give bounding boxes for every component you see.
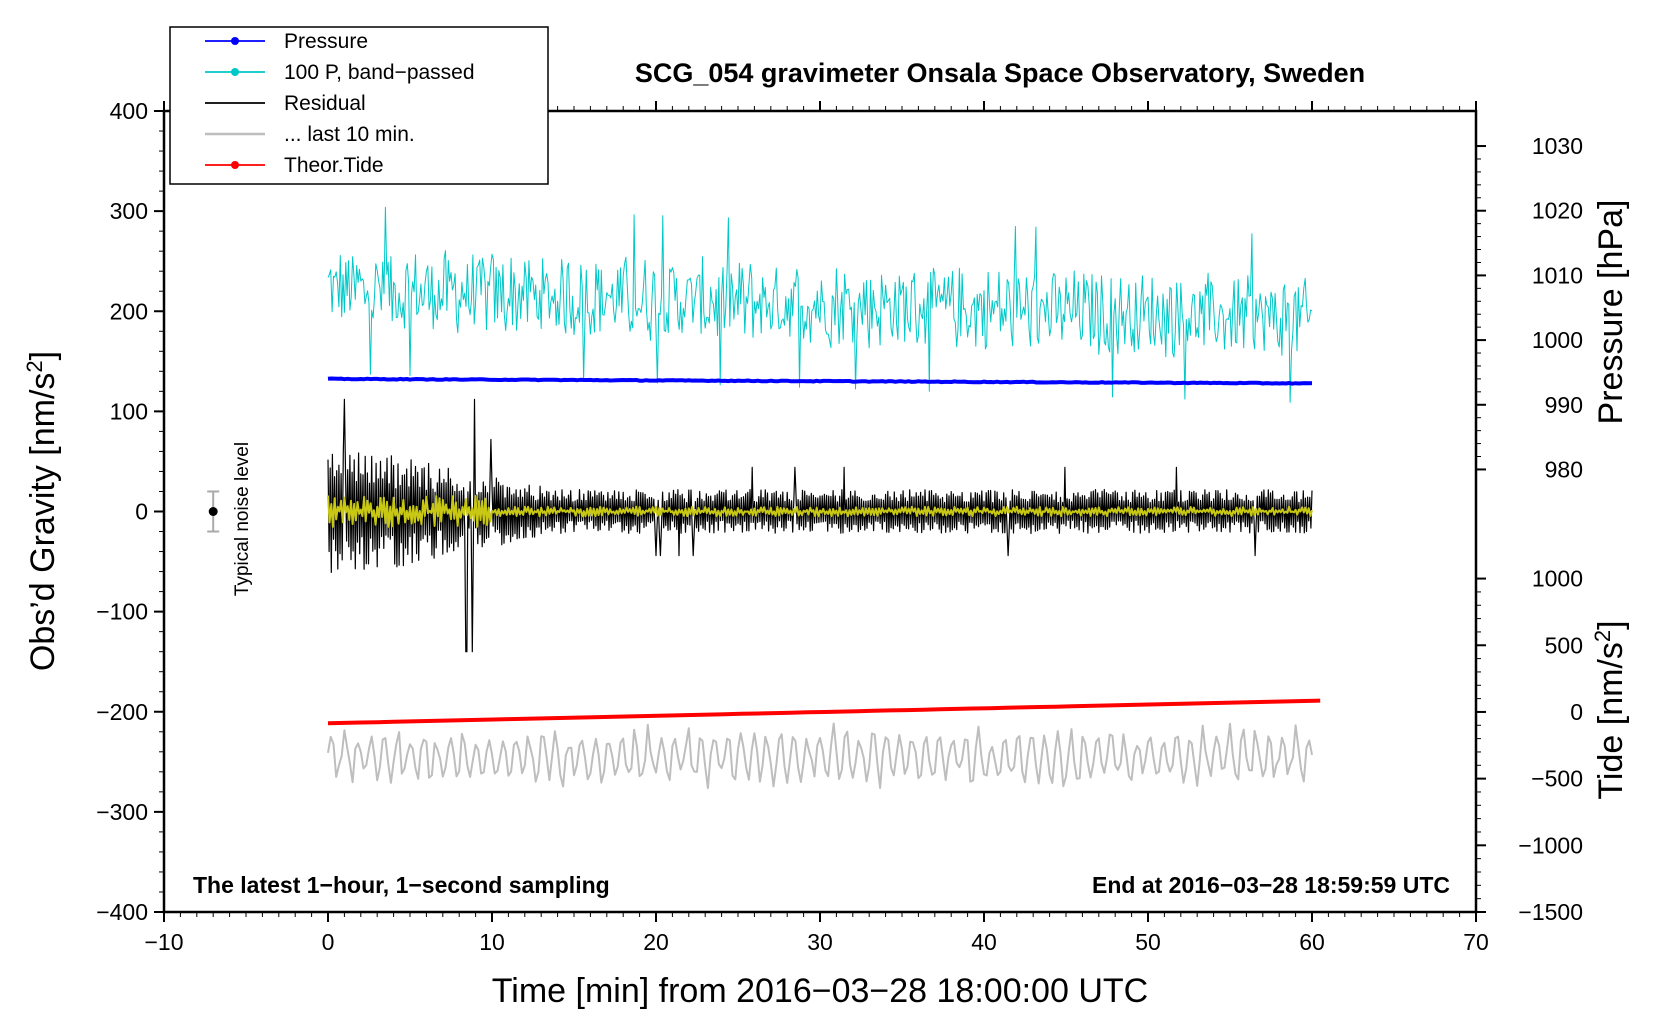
pressure-tick-label: 990 — [1545, 392, 1583, 418]
series-residual — [327, 398, 1313, 653]
x-axis-label: Time [min] from 2016−03−28 18:00:00 UTC — [492, 972, 1148, 1010]
x-tick-label: 40 — [971, 929, 997, 955]
y-axis-label-tide-sup: 2 — [1590, 630, 1615, 642]
y-tick-label: 200 — [110, 298, 148, 324]
y-tick-label: −300 — [96, 799, 148, 825]
x-tick-label: 70 — [1463, 929, 1489, 955]
noise-marker: Typical noise level — [207, 442, 253, 596]
y-axis-label-tide: Tide [nm/s2] — [1590, 620, 1631, 799]
x-tick-label: 20 — [643, 929, 669, 955]
series-residual-smoothed — [327, 494, 1313, 528]
legend-label: Pressure — [284, 30, 368, 53]
tide-tick-label: −1500 — [1518, 899, 1583, 925]
y-axis-label-pressure: Pressure [hPa] — [1592, 200, 1630, 425]
series-pressure — [327, 376, 1313, 386]
series-theoretical-tide — [327, 698, 1321, 726]
pressure-tick-label: 1000 — [1532, 327, 1583, 353]
legend-label: ... last 10 min. — [284, 123, 415, 146]
pressure-tick-label: 1030 — [1532, 133, 1583, 159]
axes-layer: −10 0 10 20 30 40 50 60 704003002001000−100−200−… — [96, 98, 1583, 955]
x-tick-label: 60 — [1299, 929, 1325, 955]
x-tick-label: 0 — [322, 929, 335, 955]
legend-marker — [231, 37, 239, 45]
x-tick-label: 30 — [807, 929, 833, 955]
tide-tick-label: −500 — [1531, 766, 1583, 792]
y-tick-label: −400 — [96, 899, 148, 925]
y-axis-label-gravity-text: Obs’d Gravity [nm/s — [24, 373, 62, 672]
y-tick-label: 400 — [110, 98, 148, 124]
x-tick-label: 50 — [1135, 929, 1161, 955]
legend-marker — [231, 161, 239, 169]
legend: Pressure 100 P, band−passed Residual ... la… — [169, 26, 549, 185]
y-tick-label: −100 — [96, 599, 148, 625]
y-tick-label: −200 — [96, 699, 148, 725]
series-bandpassed-pressure — [327, 206, 1313, 403]
pressure-tick-label: 980 — [1545, 456, 1583, 482]
tide-tick-label: 0 — [1570, 699, 1583, 725]
y-axis-label-gravity-sup: 2 — [22, 360, 47, 372]
x-tick-label: 10 — [479, 929, 505, 955]
y-axis-label-gravity: Obs’d Gravity [nm/s2] — [22, 351, 63, 671]
legend-label: Theor.Tide — [284, 154, 384, 177]
y-tick-label: 300 — [110, 198, 148, 224]
noise-point — [208, 507, 218, 516]
y-axis-label-tide-text: Tide [nm/s — [1592, 642, 1630, 799]
pressure-tick-label: 1010 — [1532, 262, 1583, 288]
tide-tick-label: 500 — [1545, 632, 1583, 658]
annotation-end-time: End at 2016−03−28 18:59:59 UTC — [1092, 872, 1450, 898]
y-axis-label-tide-end: ] — [1592, 620, 1630, 629]
y-tick-label: 0 — [135, 499, 148, 525]
tide-tick-label: 1000 — [1532, 566, 1583, 592]
pressure-tick-label: 1020 — [1532, 198, 1583, 224]
noise-label: Typical noise level — [232, 442, 253, 596]
chart-title: SCG_054 gravimeter Onsala Space Observat… — [635, 58, 1365, 88]
series-last-10-min — [327, 722, 1313, 790]
x-tick-label: −10 — [144, 929, 183, 955]
series-layer — [327, 206, 1321, 790]
annotation-sampling: The latest 1−hour, 1−second sampling — [193, 872, 610, 898]
y-axis-label-gravity-end: ] — [24, 351, 62, 360]
legend-marker — [231, 68, 239, 76]
legend-box — [169, 26, 549, 185]
legend-label: 100 P, band−passed — [284, 61, 475, 84]
y-tick-label: 100 — [110, 398, 148, 424]
legend-label: Residual — [284, 92, 366, 115]
tide-tick-label: −1000 — [1518, 832, 1583, 858]
